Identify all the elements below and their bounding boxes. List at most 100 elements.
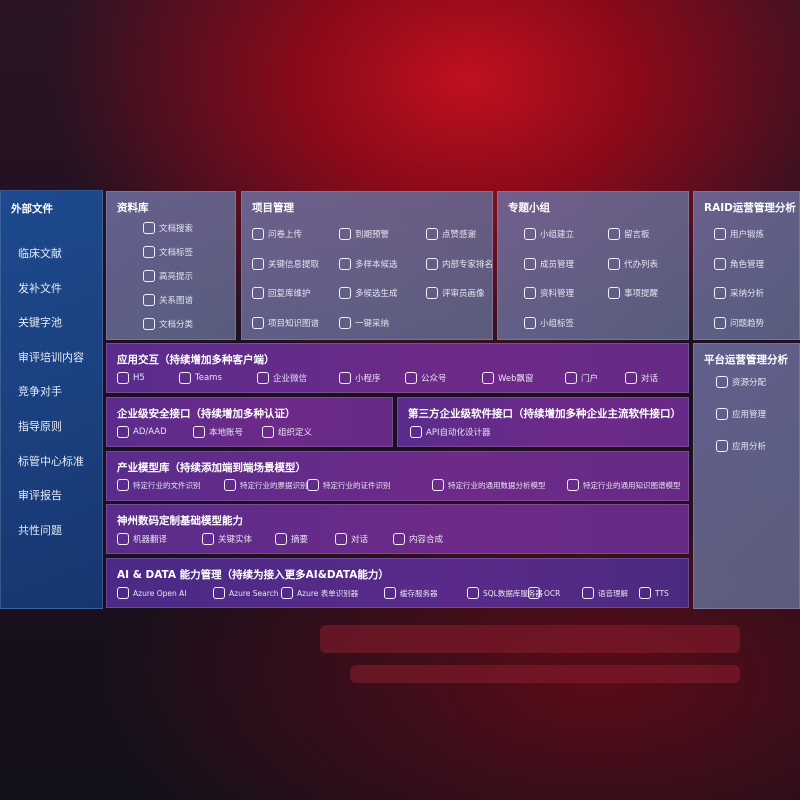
- clipboard-icon: [608, 257, 620, 270]
- raid-item[interactable]: 用户锻炼: [714, 228, 764, 240]
- group-title: 专题小组: [508, 202, 550, 214]
- thumbs-up-icon: [426, 228, 438, 240]
- industry-item[interactable]: 特定行业的证件识别: [307, 479, 391, 491]
- library-title: 资料库: [117, 202, 149, 214]
- library-item[interactable]: 高亮提示: [143, 270, 193, 282]
- security-item[interactable]: 本地账号: [193, 426, 243, 438]
- group-item[interactable]: 事项提醒: [608, 287, 658, 299]
- base-item-label: 机器翻译: [133, 535, 168, 545]
- sidebar-item[interactable]: 指导原则: [18, 420, 62, 433]
- sidebar-item[interactable]: 竞争对手: [18, 385, 62, 399]
- app-item-label: Web飘窗: [498, 374, 534, 384]
- ai-item[interactable]: TTS: [639, 587, 669, 599]
- industry-item[interactable]: 特定行业的通用数据分析模型: [432, 479, 546, 491]
- industry-item[interactable]: 特定行业的文件识别: [117, 479, 201, 491]
- project-item[interactable]: 内部专家排名: [426, 257, 493, 270]
- sidebar-item[interactable]: 发补文件: [18, 281, 62, 295]
- raid-item[interactable]: 问题趋势: [714, 316, 764, 329]
- server-icon: [384, 587, 396, 599]
- project-panel: 项目管理 问卷上传 到期预警 点赞感谢 关键信息提取 多样本候选 内部专家排名 回复库维护 多候…: [241, 191, 493, 340]
- industry-item[interactable]: 特定行业的通用知识图谱模型: [567, 479, 681, 491]
- cloud-upload-icon: [252, 228, 264, 240]
- project-item-label: 多样本候选: [355, 259, 398, 270]
- base-item[interactable]: 机器翻译: [117, 533, 167, 545]
- project-item[interactable]: 项目知识图谱: [252, 316, 319, 329]
- industry-item[interactable]: 特定行业的票据识别: [224, 479, 308, 491]
- ai-item[interactable]: SQL数据库服务器: [467, 587, 543, 599]
- sidebar-item[interactable]: 共性问题: [18, 523, 62, 537]
- platform-item[interactable]: 资源分配: [716, 376, 766, 388]
- group-item[interactable]: 小组标签: [524, 316, 574, 329]
- project-item[interactable]: 评审员画像: [426, 287, 485, 299]
- app-item[interactable]: Teams: [179, 372, 222, 384]
- app-item[interactable]: 对话: [625, 372, 658, 384]
- base-item[interactable]: 对话: [335, 533, 368, 545]
- ai-title: AI & DATA 能力管理（持续为接入更多AI&DATA能力）: [117, 569, 389, 581]
- ai-item[interactable]: 缓存服务器: [384, 587, 438, 599]
- app-panel: 应用交互（持续增加多种客户端） H5 Teams 企业微信 小程序 公众号 Web飘窗 门户 对…: [106, 343, 689, 393]
- ai-item[interactable]: OCR: [528, 587, 560, 599]
- project-item[interactable]: 多候选生成: [339, 287, 398, 299]
- chat-icon: [625, 372, 637, 384]
- group-item[interactable]: 资料管理: [524, 287, 574, 299]
- ai-item[interactable]: Azure Open AI: [117, 587, 187, 599]
- raid-item[interactable]: 采纳分析: [714, 287, 764, 299]
- app-item[interactable]: 小程序: [339, 372, 381, 384]
- app-item[interactable]: 企业微信: [257, 372, 307, 384]
- group-item[interactable]: 小组建立: [524, 228, 574, 240]
- app-item[interactable]: H5: [117, 372, 145, 384]
- library-item[interactable]: 文档分类: [143, 318, 193, 330]
- sidebar-item[interactable]: 关键字池: [18, 316, 62, 330]
- project-item[interactable]: 问卷上传: [252, 228, 302, 240]
- portal-icon: [565, 372, 577, 384]
- ai-item[interactable]: 语音理解: [582, 587, 628, 599]
- window-icon: [482, 372, 494, 384]
- group-icon: [524, 228, 536, 240]
- library-item-label: 文档标签: [159, 248, 194, 258]
- ai-item-label: Azure Search: [229, 588, 279, 598]
- reply-icon: [339, 316, 351, 329]
- sidebar-item[interactable]: 标管中心标准: [18, 454, 84, 468]
- app-item[interactable]: 公众号: [405, 372, 447, 384]
- library-item[interactable]: 文档标签: [143, 246, 193, 258]
- sidebar-item[interactable]: 审评培训内容: [18, 350, 84, 364]
- thirdparty-item[interactable]: API自动化设计器: [410, 426, 490, 438]
- platform-item[interactable]: 应用管理: [716, 408, 766, 420]
- project-item[interactable]: 一键采纳: [339, 316, 389, 329]
- miniprogram-icon: [339, 372, 351, 384]
- group-item[interactable]: 成员管理: [524, 257, 574, 270]
- base-item[interactable]: 摘要: [275, 533, 308, 545]
- ranking-icon: [426, 257, 438, 270]
- app-item[interactable]: 门户: [565, 372, 598, 384]
- industry-panel: 产业模型库（持续添加端到端场景模型） 特定行业的文件识别 特定行业的票据识别 特定行业…: [106, 451, 689, 501]
- ai-item[interactable]: Azure 表单识别器: [281, 587, 358, 599]
- project-item[interactable]: 多样本候选: [339, 257, 398, 270]
- extract-icon: [252, 257, 264, 270]
- app-item[interactable]: Web飘窗: [482, 372, 534, 384]
- library-item[interactable]: 文档搜索: [143, 222, 193, 234]
- project-item[interactable]: 点赞感谢: [426, 228, 476, 240]
- puzzle-icon: [339, 287, 351, 299]
- project-item[interactable]: 回复库维护: [252, 287, 311, 299]
- base-item-label: 对话: [351, 535, 369, 545]
- bell-icon: [608, 287, 620, 299]
- base-item[interactable]: 内容合成: [393, 533, 443, 545]
- group-item[interactable]: 代办列表: [608, 257, 658, 270]
- ai-item[interactable]: Azure Search: [213, 587, 279, 599]
- security-item[interactable]: 组织定义: [262, 426, 312, 438]
- platform-panel: 平台运营管理分析 资源分配 应用管理 应用分析: [693, 343, 800, 609]
- group-item[interactable]: 留言板: [608, 228, 650, 240]
- project-item[interactable]: 关键信息提取: [252, 257, 319, 270]
- sidebar-item[interactable]: 审评报告: [18, 489, 62, 503]
- raid-item[interactable]: 角色管理: [714, 257, 764, 270]
- sidebar-item[interactable]: 临床文献: [18, 247, 62, 260]
- base-item[interactable]: 关键实体: [202, 533, 252, 545]
- platform-item[interactable]: 应用分析: [716, 440, 766, 452]
- security-item[interactable]: AD/AAD: [117, 426, 167, 438]
- openai-icon: [117, 587, 129, 599]
- project-item-label: 回复库维护: [268, 289, 311, 299]
- security-item-label: 组织定义: [278, 428, 313, 438]
- library-item[interactable]: 关系图谱: [143, 294, 193, 306]
- security-panel: 企业级安全接口（持续增加多种认证） AD/AAD 本地账号 组织定义: [106, 397, 393, 447]
- project-item[interactable]: 到期预警: [339, 228, 389, 240]
